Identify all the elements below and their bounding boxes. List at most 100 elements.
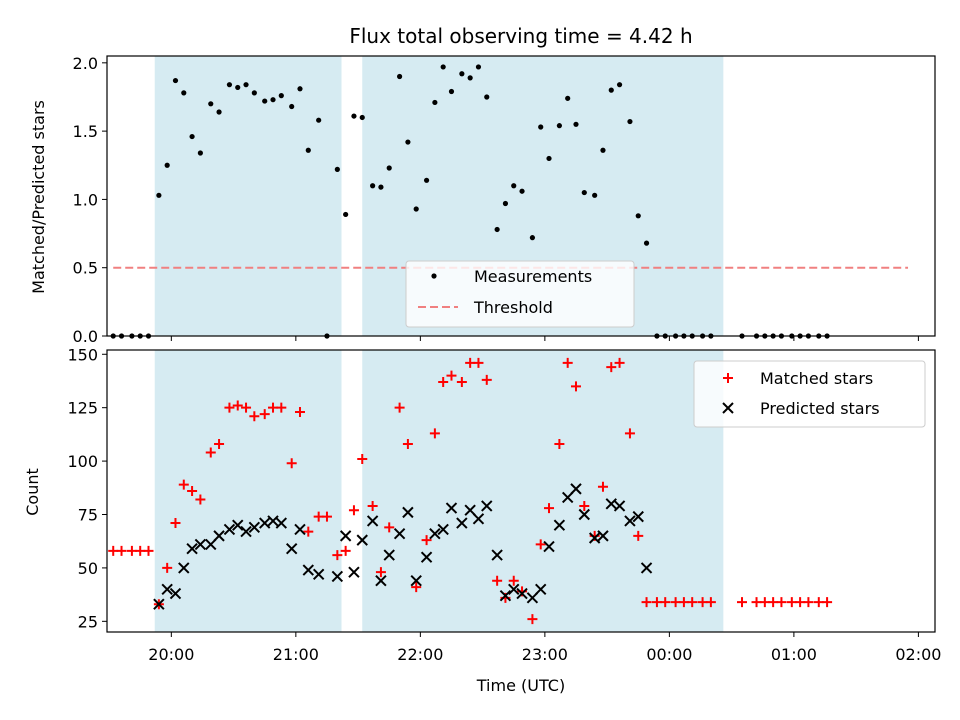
measurement-point (243, 82, 249, 88)
matched-stars-point (170, 518, 181, 529)
predicted-stars-point (205, 538, 217, 551)
predicted-stars-point (331, 570, 344, 583)
measurement-point (208, 101, 214, 107)
predicted-stars-point (640, 562, 653, 574)
measurement-point (397, 73, 403, 80)
predicted-stars-point (429, 528, 441, 540)
bottom-axes-frame (106, 349, 936, 633)
measurement-point (538, 124, 544, 130)
legend-matched-marker (723, 373, 733, 383)
top-observing-span (154, 56, 342, 336)
predicted-stars-point (543, 540, 555, 553)
legend-measurements-label: Measurements (474, 267, 592, 286)
measurement-point (592, 192, 598, 198)
measurement-point (270, 97, 276, 103)
measurement-point (608, 87, 614, 93)
predicted-stars-point (232, 519, 244, 531)
measurement-point (197, 150, 203, 156)
measurement-point (305, 147, 311, 153)
x-tick-label: 21:00 (273, 645, 319, 664)
predicted-stars-point (464, 504, 476, 516)
matched-stars-point (195, 494, 206, 505)
measurement-point (565, 95, 571, 101)
matched-stars-point (737, 597, 748, 608)
measurement-point (297, 86, 303, 92)
matched-stars-point (705, 597, 716, 608)
matched-stars-point (481, 374, 492, 385)
predicted-stars-point (267, 515, 279, 527)
measurement-point (635, 213, 641, 219)
measurement-point (156, 192, 162, 198)
measurement-point (334, 166, 340, 172)
predicted-stars-point (169, 587, 182, 600)
bottom-y-tick-label: 150 (67, 345, 98, 364)
matched-stars-point (332, 550, 343, 561)
matched-stars-point (579, 500, 590, 511)
bottom-y-tick-label: 100 (67, 452, 98, 471)
matched-stars-point (294, 406, 305, 417)
x-tick-label: 22:00 (397, 645, 443, 664)
bottom-observing-span (154, 350, 342, 632)
measurement-point (370, 183, 376, 189)
matched-stars-point (544, 503, 555, 514)
matched-stars-point (259, 409, 270, 420)
bottom-legend (693, 360, 926, 428)
predicted-stars-point (356, 534, 368, 546)
measurement-point (378, 184, 384, 190)
legend-measurements-marker (431, 273, 437, 279)
bottom-y-tick-label: 25 (78, 612, 98, 631)
top-y-tick-label: 1.5 (73, 122, 98, 141)
predicted-stars-point (153, 598, 165, 610)
matched-stars-point (241, 402, 252, 413)
top-panel: 0.0 0.5 1.0 1.5 2.0 Measurements Threshold (73, 54, 936, 346)
x-axis-label: Time (UTC) (476, 676, 565, 695)
matched-stars-point (143, 545, 154, 556)
measurement-point (643, 240, 650, 246)
predicted-stars-point (178, 562, 190, 574)
measurement-point (511, 183, 517, 189)
predicted-stars-point (161, 583, 173, 595)
predicted-stars-point (240, 525, 252, 538)
predicted-stars-point (410, 575, 422, 587)
matched-stars-point (641, 597, 652, 608)
x-tick-label: 00:00 (646, 645, 692, 664)
matched-stars-point (624, 428, 635, 439)
matched-stars-point (224, 402, 235, 413)
measurement-point (448, 88, 455, 95)
predicted-stars-point (499, 589, 512, 602)
measurement-point (164, 162, 170, 168)
top-y-tick-label: 0.5 (73, 259, 98, 278)
measurement-point (278, 93, 284, 99)
bottom-y-tick-label: 75 (78, 506, 98, 525)
predicted-stars-point (213, 530, 225, 542)
matched-stars-point (456, 377, 467, 388)
x-tick-label: 01:00 (771, 645, 817, 664)
predicted-stars-point (508, 583, 520, 595)
matched-stars-point (286, 458, 297, 469)
bottom-observing-span (362, 350, 724, 632)
predicted-stars-point (624, 515, 636, 527)
measurement-point (351, 113, 357, 119)
measurement-point (573, 121, 579, 127)
matched-stars-point (822, 597, 833, 608)
matched-stars-point (187, 486, 198, 496)
matched-stars-point (492, 575, 503, 586)
matched-stars-point (411, 582, 422, 593)
matched-stars-point (384, 522, 395, 533)
predicted-stars-point (535, 583, 547, 595)
matched-stars-point (421, 535, 432, 546)
predicted-stars-point (588, 532, 601, 544)
predicted-stars-point (312, 568, 325, 581)
matched-stars-point (687, 597, 698, 608)
matched-stars-point (303, 526, 314, 537)
predicted-stars-point (194, 538, 207, 551)
top-y-tick-label: 1.0 (73, 190, 98, 209)
chart-title: Flux total observing time = 4.42 h (349, 24, 692, 48)
measurement-point (316, 117, 322, 123)
matched-stars-point (214, 439, 225, 449)
matched-stars-point (660, 597, 671, 608)
predicted-stars-point (481, 500, 493, 512)
matched-stars-point (402, 439, 413, 449)
matched-stars-point (162, 562, 173, 573)
matched-stars-point (446, 370, 457, 381)
